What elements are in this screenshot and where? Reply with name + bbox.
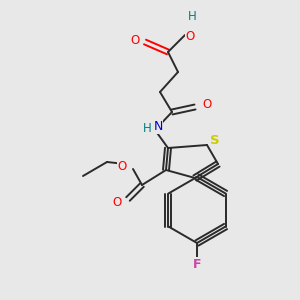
Text: O: O [117,160,127,172]
Text: O: O [202,98,211,112]
Text: H: H [142,122,152,134]
Text: F: F [193,257,201,271]
Text: N: N [153,121,163,134]
Text: O: O [112,196,122,208]
Text: O: O [185,31,195,44]
Text: O: O [130,34,140,46]
Text: S: S [210,134,220,146]
Text: H: H [188,10,196,22]
